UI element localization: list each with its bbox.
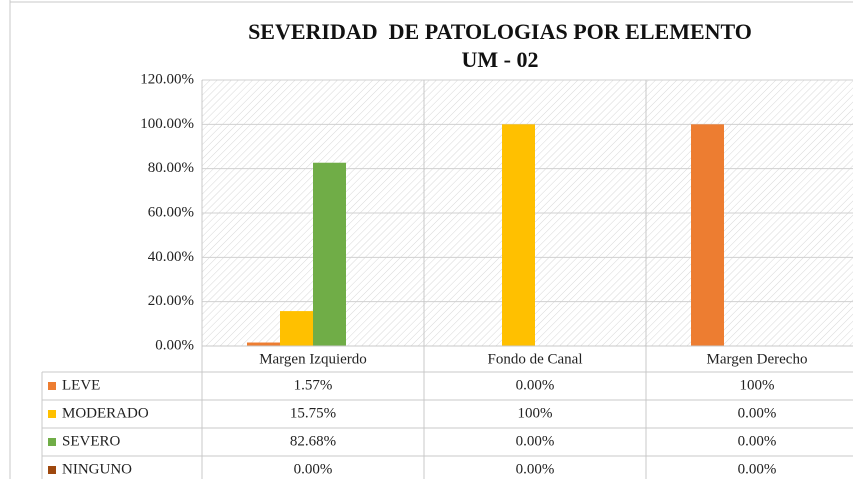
table-value: 0.00% <box>738 433 777 449</box>
table-value: 0.00% <box>516 461 555 477</box>
legend-label: NINGUNO <box>62 461 132 477</box>
table-value: 0.00% <box>516 377 555 393</box>
legend-label: LEVE <box>62 377 100 393</box>
y-tick-label: 120.00% <box>140 71 194 87</box>
legend-swatch <box>48 382 56 390</box>
table-value: 1.57% <box>294 377 333 393</box>
bar <box>313 162 346 346</box>
table-value: 0.00% <box>294 461 333 477</box>
legend-swatch <box>48 410 56 418</box>
y-tick-label: 80.00% <box>148 160 194 176</box>
y-tick-label: 60.00% <box>148 204 194 220</box>
table-value: 15.75% <box>290 405 336 421</box>
bar <box>247 342 280 346</box>
legend-label: SEVERO <box>62 433 121 449</box>
chart-title: SEVERIDAD DE PATOLOGIAS POR ELEMENTO UM … <box>248 19 758 72</box>
table-value: 0.00% <box>516 433 555 449</box>
legend-swatch <box>48 438 56 446</box>
y-tick-label: 100.00% <box>140 116 194 132</box>
x-tick-label: Margen Izquierdo <box>259 351 367 367</box>
table-value: 100% <box>740 377 775 393</box>
y-tick-label: 20.00% <box>148 293 194 309</box>
legend-swatch <box>48 466 56 474</box>
x-tick-label: Fondo de Canal <box>488 351 583 367</box>
bar <box>280 311 313 346</box>
y-tick-label: 0.00% <box>155 337 194 353</box>
table-value: 100% <box>518 405 553 421</box>
table-value: 0.00% <box>738 405 777 421</box>
bar <box>502 124 535 346</box>
x-tick-label: Margen Derecho <box>707 351 808 367</box>
legend-label: MODERADO <box>62 405 149 421</box>
y-tick-label: 40.00% <box>148 249 194 265</box>
table-value: 0.00% <box>738 461 777 477</box>
table-value: 82.68% <box>290 433 336 449</box>
bar <box>691 124 724 346</box>
